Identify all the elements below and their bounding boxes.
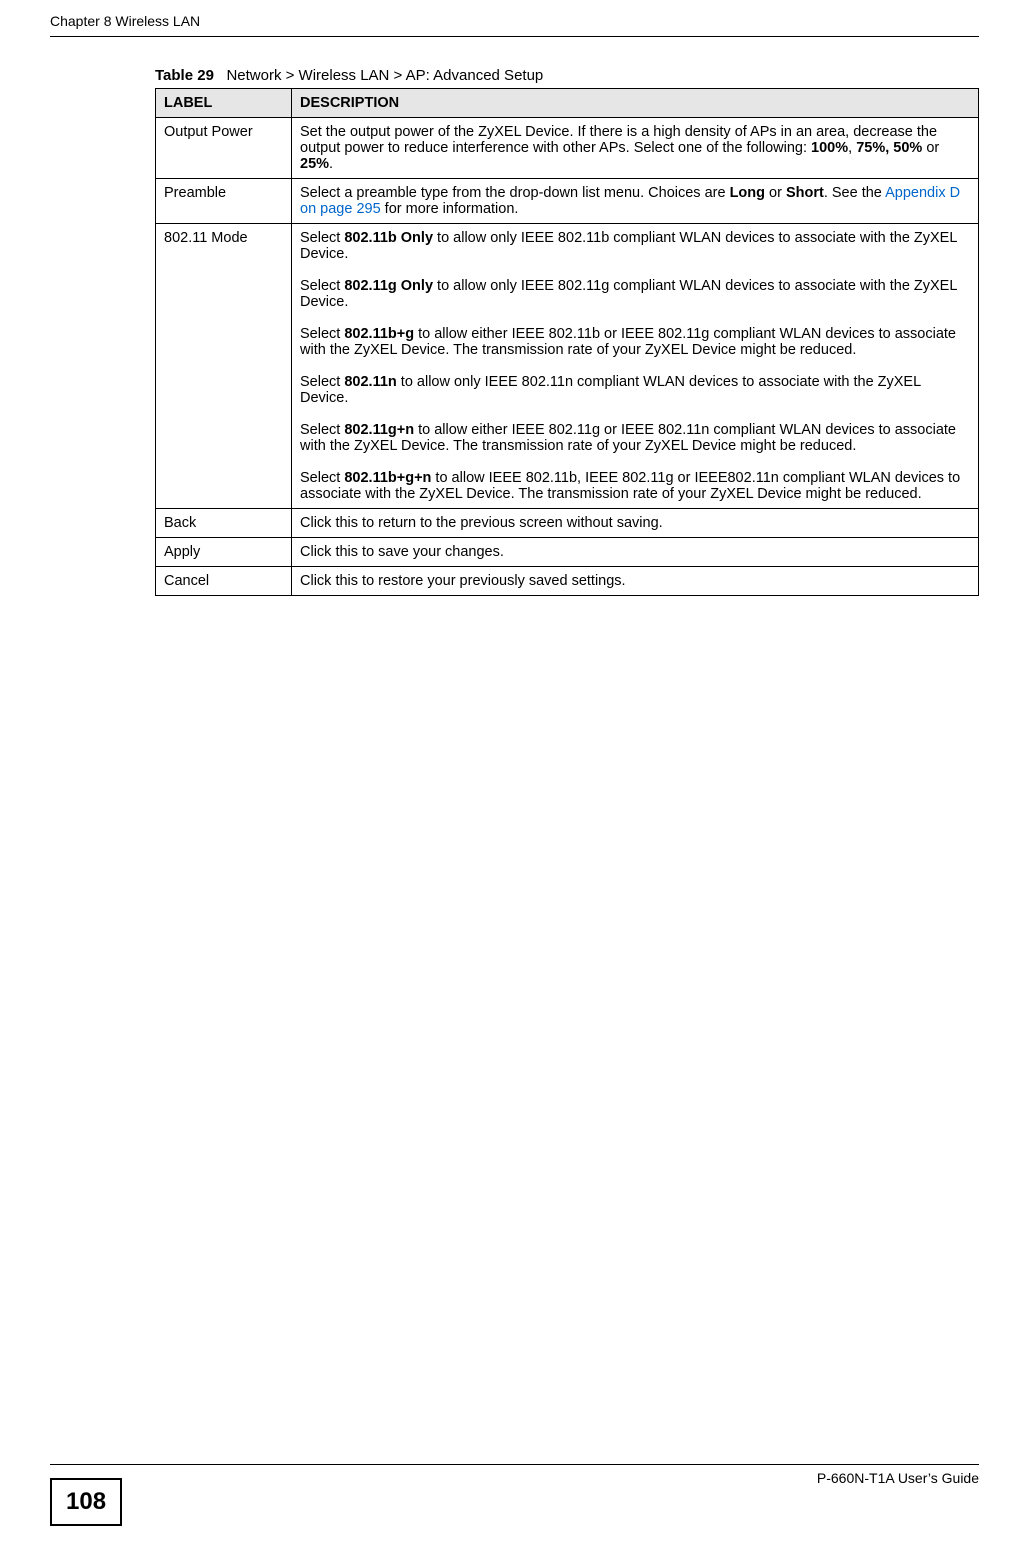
table-row: ApplyClick this to save your changes.: [156, 538, 979, 567]
chapter-header: Chapter 8 Wireless LAN: [50, 13, 200, 29]
guide-name: P-660N-T1A User’s Guide: [817, 1470, 979, 1486]
row-label: Output Power: [156, 118, 292, 179]
table-header-row: LABEL DESCRIPTION: [156, 89, 979, 118]
advanced-setup-table: LABEL DESCRIPTION Output PowerSet the ou…: [155, 88, 979, 596]
row-label: Back: [156, 509, 292, 538]
row-description: Click this to restore your previously sa…: [292, 567, 979, 596]
row-label: Preamble: [156, 179, 292, 224]
col-label: LABEL: [156, 89, 292, 118]
row-label: Cancel: [156, 567, 292, 596]
row-description: Select 802.11b Only to allow only IEEE 8…: [292, 224, 979, 509]
page-number: 108: [50, 1478, 122, 1526]
table-row: Output PowerSet the output power of the …: [156, 118, 979, 179]
col-description: DESCRIPTION: [292, 89, 979, 118]
table-number: Table 29: [155, 67, 214, 84]
table-row: 802.11 ModeSelect 802.11b Only to allow …: [156, 224, 979, 509]
table-row: CancelClick this to restore your previou…: [156, 567, 979, 596]
row-description: Select a preamble type from the drop-dow…: [292, 179, 979, 224]
table-caption-path: Network > Wireless LAN > AP: Advanced Se…: [226, 67, 543, 84]
table-row: BackClick this to return to the previous…: [156, 509, 979, 538]
table-row: PreambleSelect a preamble type from the …: [156, 179, 979, 224]
row-description: Click this to return to the previous scr…: [292, 509, 979, 538]
row-description: Set the output power of the ZyXEL Device…: [292, 118, 979, 179]
row-label: Apply: [156, 538, 292, 567]
table-caption: Table 29 Network > Wireless LAN > AP: Ad…: [155, 67, 979, 84]
row-label: 802.11 Mode: [156, 224, 292, 509]
row-description: Click this to save your changes.: [292, 538, 979, 567]
